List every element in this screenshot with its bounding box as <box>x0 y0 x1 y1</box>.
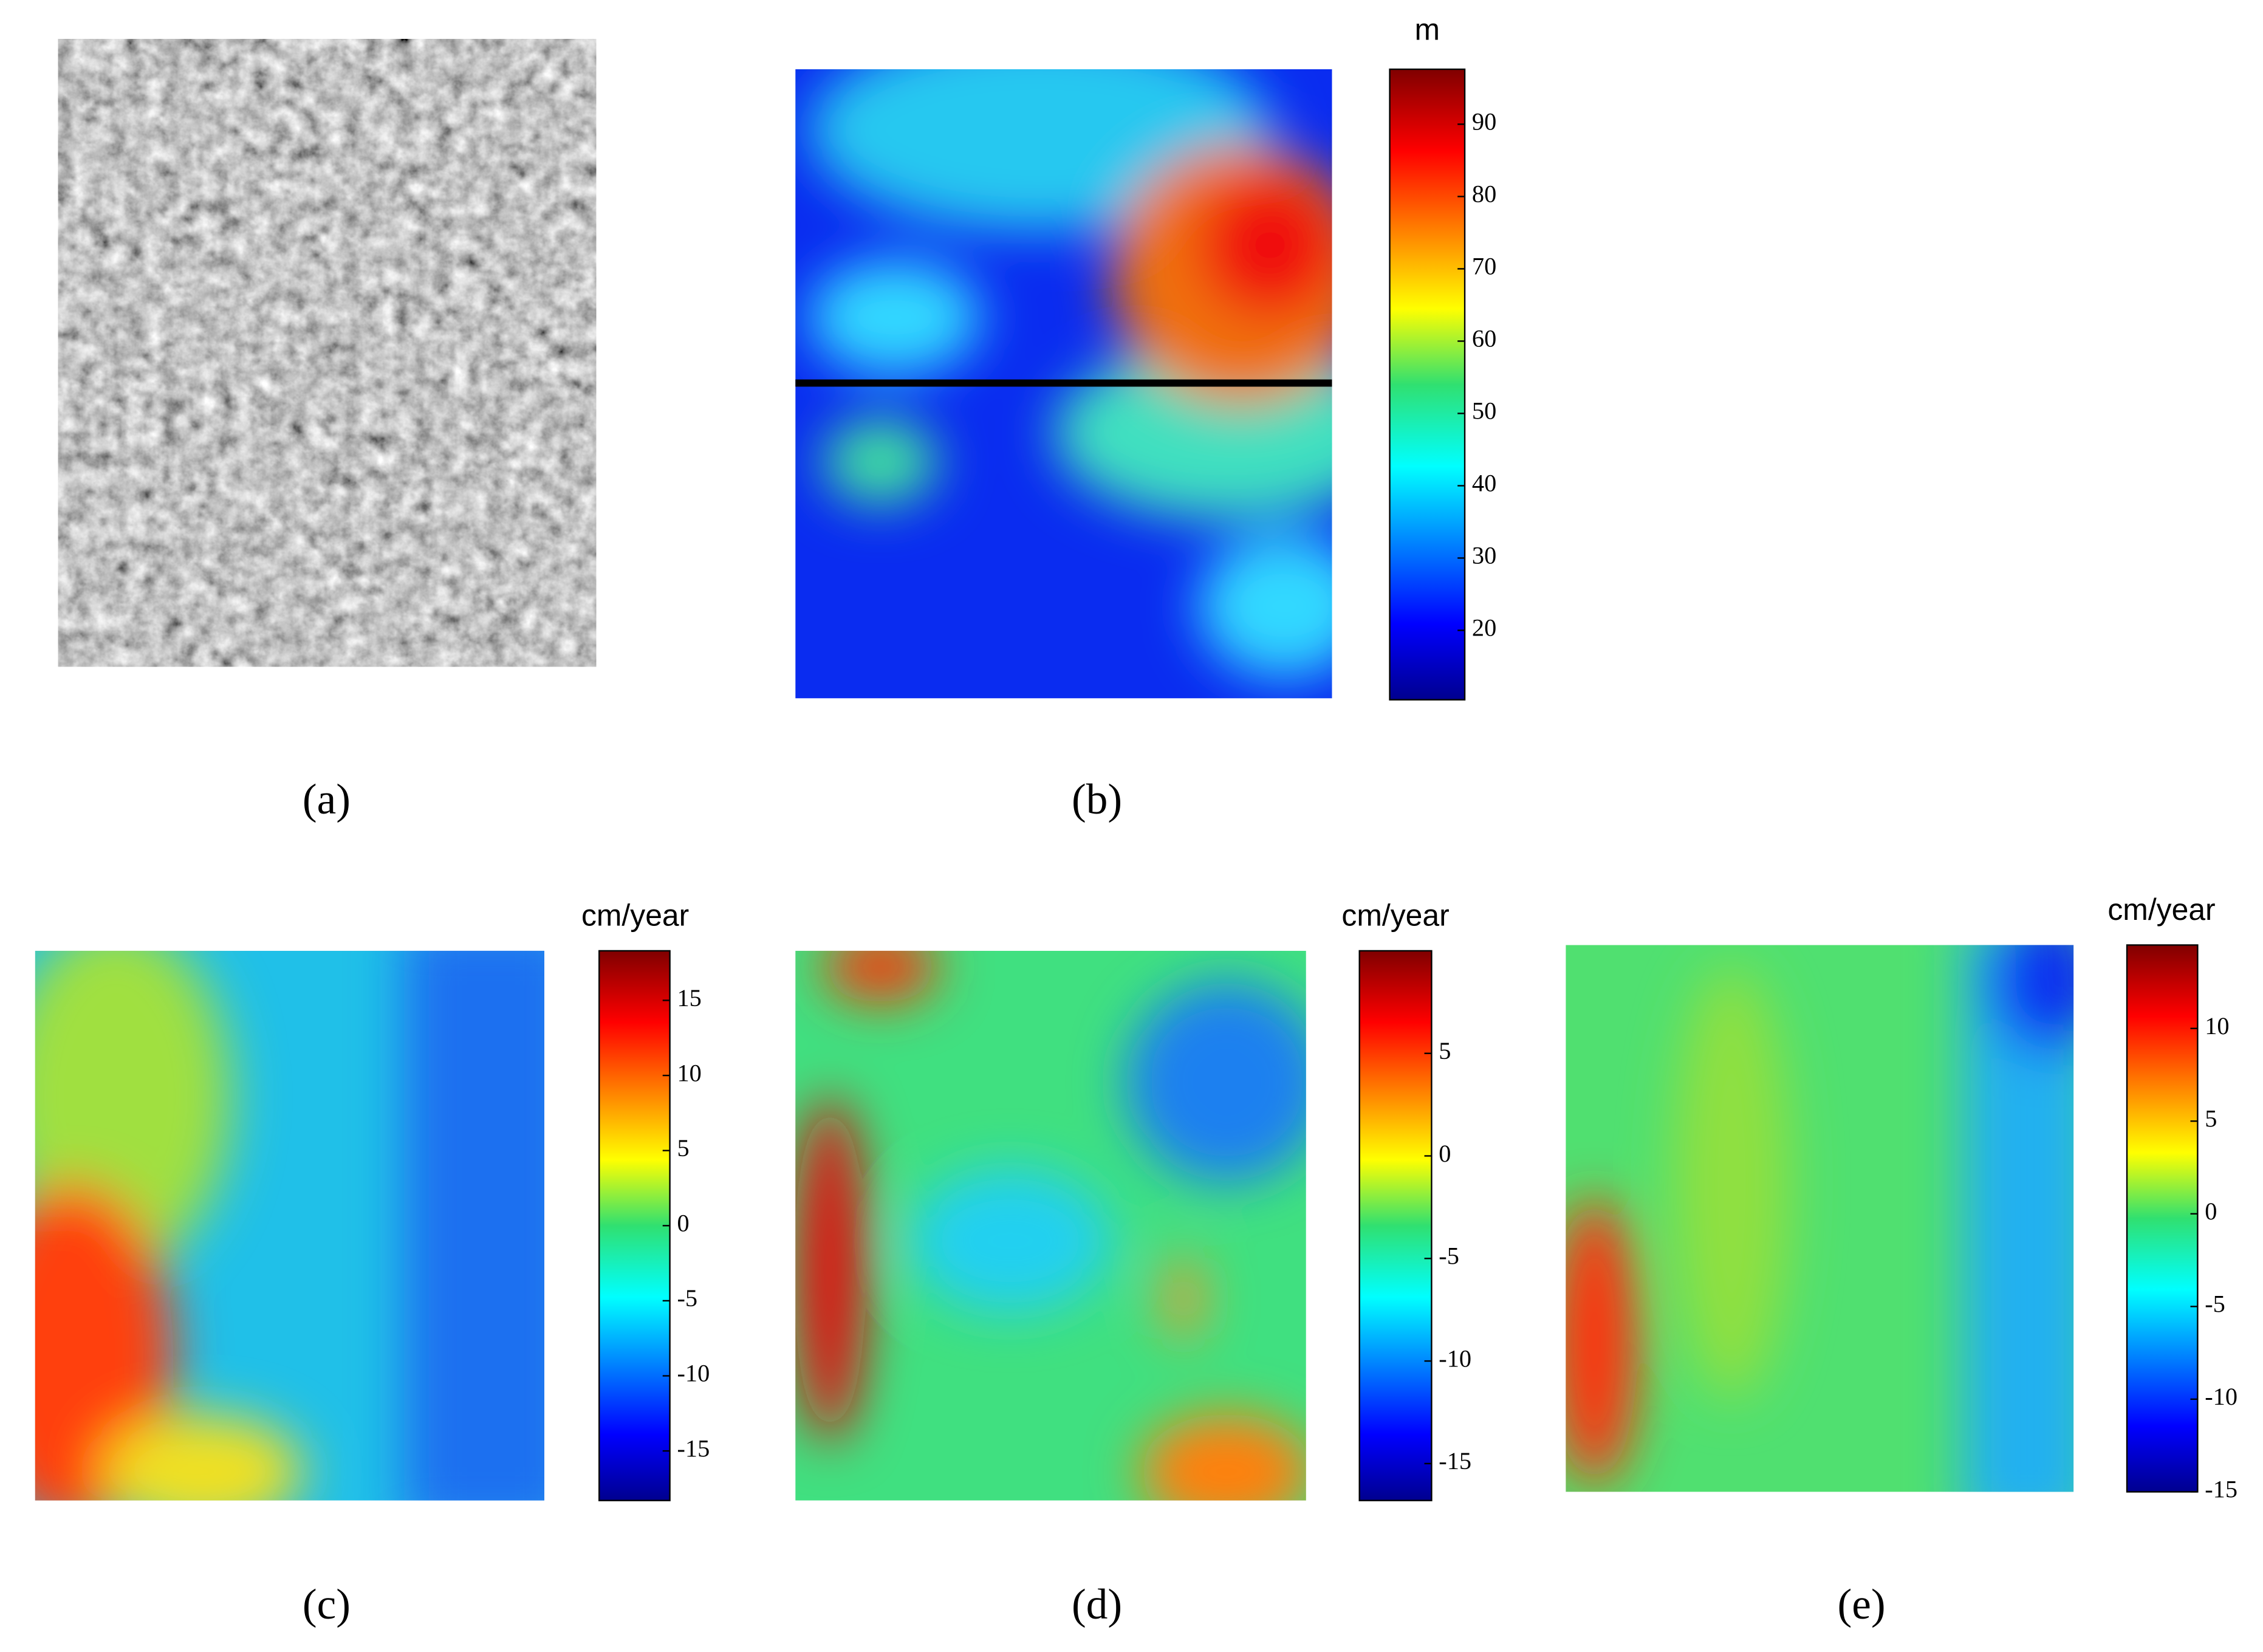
colorbar-unit: m <box>1415 12 1440 46</box>
colorbar-unit: cm/year <box>1341 898 1449 932</box>
tick-label: 40 <box>1472 470 1496 497</box>
tick-label: 10 <box>2205 1012 2229 1040</box>
colorbar <box>2126 944 2199 1493</box>
panel-label: (c) <box>303 1581 351 1628</box>
tick-label: 80 <box>1472 180 1496 208</box>
sar-image <box>58 39 597 667</box>
colorbar <box>1389 68 1466 701</box>
panel-label: (e) <box>1838 1581 1886 1628</box>
colorbar <box>598 950 671 1501</box>
colorbar-unit: cm/year <box>581 898 689 932</box>
tick-label: -10 <box>677 1360 710 1387</box>
panel-label: (a) <box>303 776 351 823</box>
tick-label: 50 <box>1472 397 1496 425</box>
tick-label: 20 <box>1472 614 1496 642</box>
tick-label: 5 <box>677 1134 689 1162</box>
tick-label: -15 <box>1439 1447 1471 1475</box>
panel-label: (d) <box>1072 1581 1122 1628</box>
tick-label: 15 <box>677 984 701 1012</box>
velocity-map <box>795 950 1306 1501</box>
colorbar <box>1358 950 1433 1501</box>
colorbar-unit: cm/year <box>2107 893 2215 927</box>
tick-label: 30 <box>1472 542 1496 569</box>
tick-label: -15 <box>677 1434 710 1462</box>
tick-label: 0 <box>1439 1140 1451 1167</box>
dem-image <box>795 69 1332 699</box>
tick-label: -10 <box>1439 1345 1471 1372</box>
tick-label: 0 <box>2205 1198 2217 1225</box>
tick-label: 10 <box>677 1059 701 1086</box>
tick-label: 90 <box>1472 108 1496 135</box>
tick-label: 0 <box>677 1210 689 1237</box>
panel-label: (b) <box>1072 776 1122 823</box>
velocity-map <box>35 950 545 1501</box>
tick-label: -15 <box>2205 1476 2237 1503</box>
tick-label: 60 <box>1472 325 1496 352</box>
tick-label: -5 <box>1439 1242 1459 1270</box>
velocity-map <box>1566 945 2074 1492</box>
tick-label: -5 <box>2205 1290 2225 1318</box>
tick-label: 5 <box>1439 1037 1451 1064</box>
tick-label: -10 <box>2205 1383 2237 1410</box>
tick-label: 70 <box>1472 253 1496 280</box>
tick-label: 5 <box>2205 1105 2217 1133</box>
tick-label: -5 <box>677 1284 697 1312</box>
